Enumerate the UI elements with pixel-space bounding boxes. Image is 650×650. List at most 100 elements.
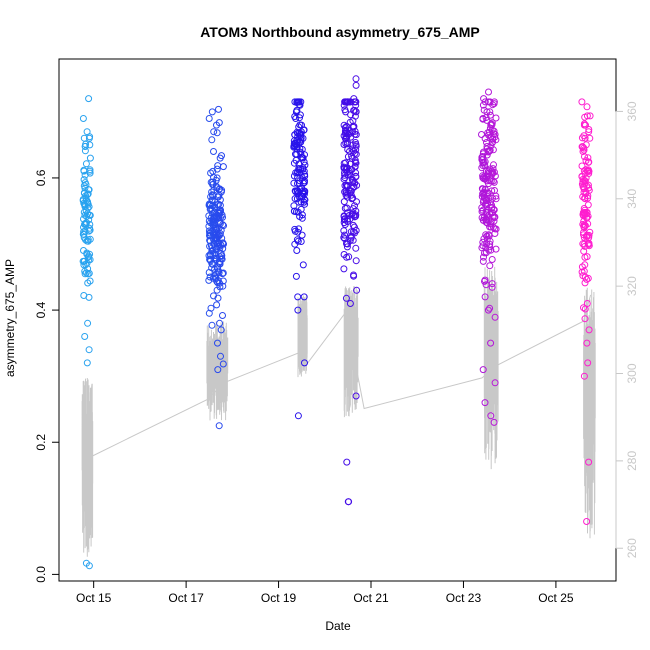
- axes-layer: Oct 15 Oct 17 Oct 19 Oct 21 Oct 23 Oct 25 0.0 0…: [34, 101, 639, 605]
- data-point: [491, 131, 499, 138]
- data-point: [210, 292, 217, 300]
- data-point: [208, 191, 216, 199]
- data-point: [492, 245, 500, 253]
- data-point: [349, 236, 357, 244]
- data-point: [216, 185, 224, 193]
- data-point: [580, 144, 588, 152]
- data-point: [581, 134, 589, 142]
- data-point: [210, 236, 218, 244]
- data-point: [480, 253, 487, 261]
- data-point: [343, 243, 351, 251]
- data-point: [580, 224, 588, 232]
- data-point: [488, 283, 496, 291]
- data-point: [583, 112, 591, 120]
- data-point: [79, 230, 87, 238]
- data-point: [489, 138, 497, 146]
- data-point: [219, 360, 227, 368]
- data-point: [207, 304, 215, 312]
- data-point: [292, 115, 300, 122]
- y-tick-label: 0.6: [34, 169, 48, 186]
- data-point: [489, 101, 497, 109]
- data-point: [293, 150, 301, 158]
- data-point: [479, 366, 487, 374]
- data-point: [296, 114, 303, 122]
- data-point: [484, 129, 492, 137]
- data-point: [352, 257, 360, 265]
- data-point: [488, 187, 496, 195]
- data-point: [581, 206, 589, 214]
- data-point: [491, 225, 499, 233]
- data-point: [478, 164, 486, 172]
- data-point: [343, 458, 351, 466]
- data-point: [340, 251, 348, 258]
- data-point: [579, 211, 587, 219]
- data-point: [298, 121, 305, 129]
- y-tick-label: 0.0: [34, 566, 48, 583]
- data-point: [491, 230, 499, 237]
- y2-tick-label: 260: [625, 538, 639, 558]
- data-point: [84, 237, 92, 245]
- data-point: [481, 98, 489, 106]
- data-point: [483, 145, 491, 153]
- data-point: [209, 274, 217, 282]
- data-point: [581, 177, 589, 185]
- data-point: [209, 210, 217, 218]
- data-point: [583, 339, 591, 347]
- data-point: [483, 116, 491, 124]
- data-point: [290, 159, 298, 167]
- data-point: [481, 399, 489, 407]
- y-tick-label: 0.2: [34, 434, 48, 451]
- y2-tick-label: 280: [625, 451, 639, 471]
- data-point: [211, 204, 219, 212]
- data-point: [214, 339, 221, 347]
- data-point: [478, 244, 486, 252]
- data-point: [483, 219, 491, 226]
- data-point: [581, 208, 589, 216]
- data-point: [208, 108, 216, 116]
- data-point: [212, 254, 220, 262]
- data-point: [340, 175, 348, 183]
- data-point: [487, 412, 495, 420]
- data-point: [348, 145, 356, 153]
- data-point: [352, 108, 360, 116]
- data-point: [298, 231, 306, 239]
- data-point: [217, 352, 224, 360]
- data-point: [216, 154, 224, 162]
- data-point: [486, 262, 494, 270]
- data-point: [482, 209, 490, 216]
- data-point: [480, 95, 488, 103]
- data-point: [485, 180, 492, 188]
- data-point: [86, 221, 94, 228]
- data-point: [350, 95, 358, 103]
- data-point: [294, 208, 302, 216]
- x-tick-label: Oct 17: [168, 591, 204, 605]
- data-point: [205, 201, 213, 209]
- data-point: [351, 179, 359, 187]
- data-point: [346, 300, 354, 307]
- data-point: [81, 147, 89, 155]
- data-point: [580, 121, 588, 129]
- data-point: [86, 277, 94, 285]
- data-point: [580, 372, 588, 380]
- x-tick-label: Oct 21: [353, 591, 389, 605]
- data-point: [83, 249, 91, 257]
- x-tick-label: Oct 23: [446, 591, 482, 605]
- data-point: [351, 229, 359, 237]
- data-point: [352, 159, 360, 167]
- data-point: [584, 154, 592, 162]
- data-point: [579, 143, 586, 151]
- data-point: [342, 108, 350, 116]
- data-point: [479, 115, 487, 122]
- data-point: [483, 232, 491, 240]
- data-point: [344, 209, 352, 217]
- data-point: [219, 269, 227, 277]
- data-point: [488, 256, 496, 263]
- data-point: [348, 155, 356, 162]
- data-point: [585, 242, 593, 250]
- data-point: [490, 161, 497, 169]
- data-point: [583, 300, 591, 307]
- data-point: [342, 187, 350, 195]
- data-point: [81, 184, 89, 192]
- data-point: [482, 281, 490, 289]
- data-point: [583, 103, 591, 111]
